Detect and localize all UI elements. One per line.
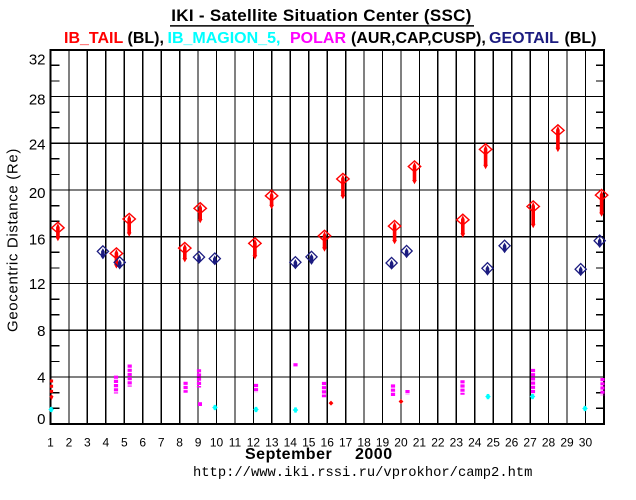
svg-text:Geocentric Distance (Re): Geocentric Distance (Re)	[5, 148, 22, 332]
svg-text:12: 12	[29, 276, 46, 293]
svg-text:32: 32	[29, 52, 46, 69]
svg-text:2000: 2000	[355, 446, 393, 463]
svg-text:15: 15	[302, 436, 316, 450]
svg-text:28: 28	[542, 436, 556, 450]
svg-text:10: 10	[210, 436, 224, 450]
svg-text:13: 13	[265, 436, 279, 450]
svg-text:24: 24	[468, 436, 482, 450]
svg-text:30: 30	[579, 436, 593, 450]
svg-text:22: 22	[431, 436, 445, 450]
svg-text:4: 4	[37, 370, 45, 387]
svg-text:1: 1	[47, 436, 54, 450]
svg-text:18: 18	[357, 436, 371, 450]
svg-text:25: 25	[487, 436, 501, 450]
svg-text:4: 4	[102, 436, 109, 450]
svg-text:20: 20	[394, 436, 408, 450]
svg-text:http://www.iki.rssi.ru/vprokho: http://www.iki.rssi.ru/vprokhor/camp2.ht…	[193, 465, 532, 481]
svg-text:14: 14	[284, 436, 298, 450]
svg-text:23: 23	[450, 436, 464, 450]
svg-text:20: 20	[29, 185, 46, 202]
svg-text:September: September	[245, 446, 332, 463]
svg-text:28: 28	[29, 91, 46, 108]
svg-text:8: 8	[176, 436, 183, 450]
svg-text:6: 6	[139, 436, 146, 450]
svg-text:IB_TAIL(BL),IB_MAGION_5,POLAR(: IB_TAIL (BL), IB_MAGION_5, POLAR (AUR,CAP,CU…	[64, 30, 596, 47]
svg-text:26: 26	[505, 436, 519, 450]
svg-text:21: 21	[413, 436, 427, 450]
svg-text:16: 16	[29, 232, 46, 249]
svg-text:8: 8	[37, 323, 45, 340]
svg-text:19: 19	[376, 436, 390, 450]
svg-text:12: 12	[247, 436, 261, 450]
svg-text:11: 11	[229, 436, 242, 450]
svg-text:IKI - Satellite Situation Cent: IKI - Satellite Situation Center (SSC)	[171, 6, 471, 25]
svg-text:9: 9	[195, 436, 202, 450]
svg-text:2: 2	[66, 436, 73, 450]
svg-text:29: 29	[560, 436, 574, 450]
svg-text:27: 27	[523, 436, 537, 450]
svg-text:0: 0	[37, 411, 45, 428]
svg-text:16: 16	[321, 436, 335, 450]
svg-text:3: 3	[84, 436, 91, 450]
svg-text:17: 17	[339, 436, 353, 450]
svg-text:7: 7	[158, 436, 165, 450]
svg-text:5: 5	[121, 436, 128, 450]
svg-text:24: 24	[29, 137, 46, 154]
